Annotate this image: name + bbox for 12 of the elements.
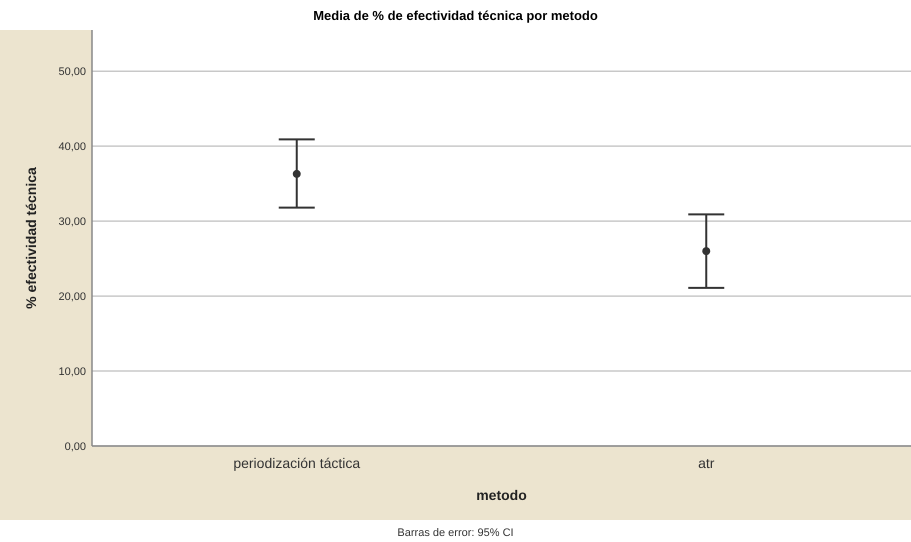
x-tick-label: periodización táctica [233, 455, 360, 471]
x-tick-label: atr [698, 455, 715, 471]
y-tick-label: 20,00 [58, 290, 86, 303]
y-tick-label: 30,00 [58, 216, 86, 228]
chart-title: Media de % de efectividad técnica por metodo [313, 8, 598, 23]
y-tick-label: 50,00 [58, 66, 86, 78]
y-tick-label: 40,00 [58, 141, 86, 154]
y-tick-label: 0,00 [64, 440, 86, 453]
y-axis-title: % efectividad técnica [23, 166, 39, 309]
y-tick-label: 10,00 [58, 366, 86, 378]
x-axis-title: metodo [476, 487, 527, 503]
text: Barras de error: 95% CI [397, 527, 514, 539]
